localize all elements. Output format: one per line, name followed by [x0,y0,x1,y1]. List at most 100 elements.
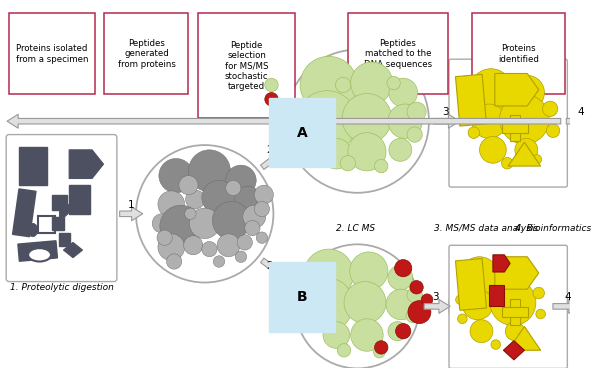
Text: Peptide
selection
for MS/MS
stochastic
targeted: Peptide selection for MS/MS stochastic t… [225,41,269,91]
Text: B: B [296,290,307,304]
Bar [52,195,67,210]
Circle shape [387,77,400,90]
FancyBboxPatch shape [348,13,448,95]
Circle shape [521,337,528,345]
Circle shape [386,289,416,320]
Text: 4: 4 [578,107,584,116]
FancyArrowPatch shape [433,114,460,128]
Circle shape [536,309,546,319]
Circle shape [389,138,412,161]
Circle shape [321,138,352,169]
Circle shape [234,186,261,213]
Circle shape [491,340,500,349]
Circle shape [533,287,544,299]
Circle shape [186,190,205,209]
Circle shape [455,295,466,305]
Bar [18,241,58,261]
Circle shape [502,158,513,169]
Bar [510,299,519,325]
Circle shape [304,310,319,325]
Circle shape [265,93,278,106]
Circle shape [350,319,383,351]
Text: 1: 1 [128,200,135,210]
Circle shape [480,136,506,163]
Circle shape [510,75,544,110]
Bar [455,74,486,126]
FancyBboxPatch shape [472,13,566,95]
Bar [69,185,90,214]
Circle shape [295,244,419,368]
Circle shape [468,127,480,138]
Circle shape [466,106,477,117]
FancyArrowPatch shape [260,144,293,170]
Text: Proteins
identified: Proteins identified [498,44,539,64]
FancyBboxPatch shape [198,13,295,118]
Circle shape [406,309,419,323]
Circle shape [202,180,236,215]
Text: A: A [296,126,307,139]
Circle shape [375,341,388,354]
Text: 2: 2 [266,145,273,155]
FancyBboxPatch shape [104,13,189,95]
Circle shape [323,322,350,348]
Circle shape [184,236,203,255]
Circle shape [304,249,353,299]
Circle shape [256,232,267,244]
FancyArrowPatch shape [260,258,293,284]
Polygon shape [495,74,538,106]
Polygon shape [508,142,541,166]
Circle shape [254,201,270,217]
Circle shape [449,257,549,356]
Circle shape [490,280,536,325]
Circle shape [388,104,422,138]
Circle shape [298,100,321,123]
Polygon shape [503,341,524,360]
Circle shape [340,156,355,171]
Circle shape [470,320,493,343]
Circle shape [217,234,240,257]
Circle shape [235,251,247,262]
Bar [489,285,505,307]
Circle shape [152,214,171,233]
Circle shape [389,78,417,107]
Circle shape [158,234,184,261]
Circle shape [286,50,429,193]
FancyArrowPatch shape [7,114,561,128]
Circle shape [407,102,426,121]
Circle shape [245,221,260,236]
FancyArrowPatch shape [553,299,580,313]
Circle shape [226,180,241,196]
Circle shape [458,314,467,323]
Circle shape [167,254,182,269]
Text: 3. MS/MS data analysis: 3. MS/MS data analysis [434,224,538,233]
Circle shape [505,322,524,341]
Circle shape [374,346,385,358]
FancyBboxPatch shape [38,216,55,233]
Circle shape [298,285,317,305]
Ellipse shape [28,223,38,237]
Circle shape [213,256,225,267]
Circle shape [136,145,273,282]
Circle shape [407,127,422,142]
Circle shape [396,323,411,339]
Text: Proteins isolated
from a specimen: Proteins isolated from a specimen [16,44,88,64]
Circle shape [179,176,198,195]
Circle shape [300,56,358,113]
Circle shape [300,278,353,331]
Circle shape [158,191,184,218]
Bar [502,307,528,317]
Circle shape [157,230,172,245]
Text: 4. Bioinformatics: 4. Bioinformatics [515,224,591,233]
Text: 3: 3 [432,292,439,302]
Circle shape [336,77,350,93]
Circle shape [375,159,388,173]
Circle shape [226,165,256,196]
Circle shape [337,343,350,357]
FancyBboxPatch shape [6,135,117,282]
Circle shape [460,257,499,295]
Circle shape [515,138,538,161]
Text: Peptides
matched to the
DNA sequences: Peptides matched to the DNA sequences [364,39,432,69]
Bar [12,189,36,237]
Circle shape [458,69,563,174]
FancyBboxPatch shape [449,59,568,187]
